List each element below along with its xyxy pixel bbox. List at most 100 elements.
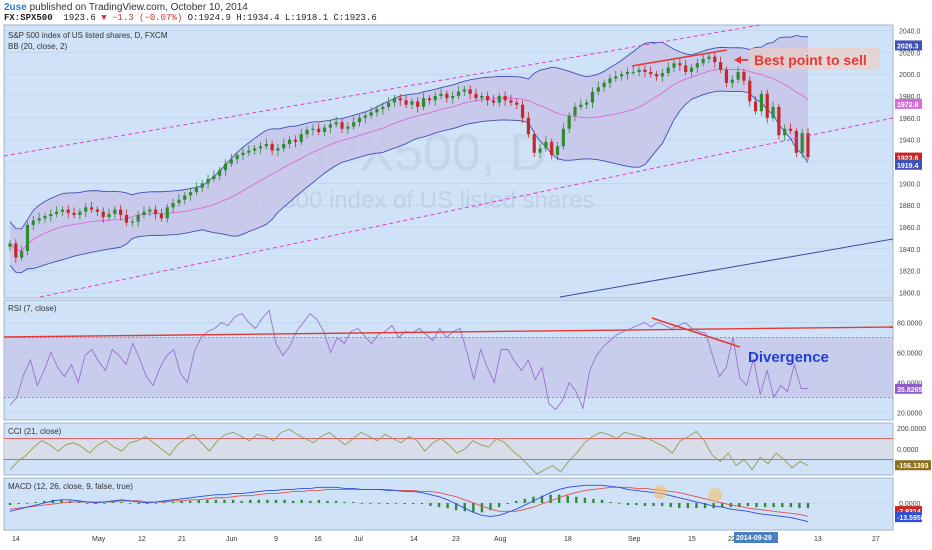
candle-body — [561, 128, 565, 147]
candle-body — [311, 128, 315, 130]
low-value: L:1918.1 — [284, 13, 329, 23]
candle-body — [783, 128, 787, 136]
candle-body — [95, 209, 99, 212]
macd-histogram-bar — [326, 500, 329, 503]
candle-body — [439, 93, 443, 96]
candle-body — [451, 95, 455, 99]
macd-histogram-bar — [738, 502, 741, 508]
candle-body — [107, 213, 111, 218]
candle-body — [445, 93, 449, 99]
macd-histogram-bar — [763, 502, 767, 508]
macd-histogram-bar — [472, 502, 475, 513]
cci-tick-label: 0.0000 — [897, 447, 919, 454]
candle-body — [183, 195, 187, 200]
candle-body — [416, 101, 420, 107]
macd-histogram-bar — [146, 502, 149, 504]
candle-body — [713, 56, 717, 63]
candle-body — [672, 63, 676, 68]
macd-histogram-bar — [781, 502, 784, 508]
open-value: O:1924.9 — [187, 13, 231, 23]
candle-body — [317, 128, 321, 133]
macd-histogram-bar — [755, 502, 758, 508]
price-high-trendline — [631, 49, 728, 67]
candle-body — [404, 100, 408, 105]
candle-body — [387, 102, 391, 107]
candle-body — [474, 93, 478, 99]
macd-histogram-bar — [497, 502, 501, 508]
macd-histogram-bar — [652, 502, 655, 507]
candle-body — [771, 106, 775, 118]
author-name[interactable]: 2use — [4, 2, 27, 13]
candle-body — [421, 98, 426, 107]
candle-body — [660, 73, 664, 77]
candle-body — [8, 243, 12, 247]
macd-histogram-bar — [678, 502, 681, 509]
candle-body — [14, 243, 18, 258]
time-tick-label: 14 — [410, 536, 418, 543]
macd-histogram-bar — [429, 502, 432, 507]
time-tick-label: 16 — [314, 536, 322, 543]
macd-highlight-marker — [653, 485, 667, 499]
candle-body — [433, 95, 437, 101]
candle-body — [148, 209, 152, 212]
signal-axis-tag-label: -13.5958 — [897, 515, 925, 522]
candle-body — [777, 106, 781, 136]
price-tick-label: 2040.0 — [899, 28, 921, 35]
macd-histogram-bar — [798, 502, 801, 509]
macd-histogram-bar — [600, 499, 604, 503]
cci-band-fill — [4, 438, 893, 460]
candle-body — [124, 215, 129, 223]
symbol[interactable]: FX:SPX500 — [4, 13, 53, 23]
macd-histogram-bar — [8, 502, 12, 506]
macd-histogram-bar — [557, 494, 561, 503]
candle-body — [188, 192, 193, 196]
macd-tick-label: 0.0000 — [899, 501, 921, 508]
time-tick-label: 21 — [178, 536, 186, 543]
rsi-panel-title: RSI (7, close) — [8, 304, 57, 313]
macd-histogram-bar — [592, 498, 595, 503]
macd-histogram-bar — [412, 502, 415, 504]
candle-body — [89, 207, 94, 210]
bollinger-upper-line — [9, 34, 809, 230]
macd-histogram-bar — [686, 502, 690, 509]
macd-panel-title: MACD (12, 26, close, 9, false, true) — [8, 482, 133, 491]
macd-histogram-bar — [352, 501, 355, 503]
price-axis-tag — [895, 152, 922, 163]
macd-histogram-bar — [188, 500, 192, 503]
macd-histogram-bar — [394, 502, 398, 504]
macd-histogram-bar — [489, 502, 492, 511]
candle-body — [684, 65, 688, 72]
candle-body — [130, 221, 134, 223]
macd-histogram-bar — [703, 502, 707, 509]
time-tick-label: 15 — [688, 536, 696, 543]
macd-histogram-bar — [300, 499, 303, 503]
candle-body — [247, 150, 251, 153]
macd-histogram-bar — [369, 502, 372, 504]
macd-histogram-bar — [51, 499, 55, 503]
candle-body — [637, 69, 641, 72]
time-tick-label: 12 — [138, 536, 146, 543]
cci-line — [9, 428, 809, 475]
time-tick-label: Jul — [354, 536, 363, 543]
time-tick-label: 14 — [12, 536, 20, 543]
divergence-annotation: Divergence — [748, 349, 829, 366]
candle-body — [31, 220, 35, 225]
candle-body — [526, 117, 531, 135]
candle-body — [84, 207, 88, 212]
price-tick-label: 1940.0 — [899, 138, 921, 145]
candle-body — [375, 109, 379, 113]
bollinger-band-fill — [10, 35, 808, 273]
macd-histogram-bar — [720, 502, 724, 508]
candle-body — [486, 95, 490, 101]
macd-histogram-bar — [454, 502, 458, 511]
macd-histogram-bar — [103, 502, 106, 504]
macd-histogram-bar — [463, 502, 466, 512]
macd-histogram-bar — [266, 499, 269, 503]
last-price: 1923.6 — [63, 13, 96, 23]
time-tick-label: 18 — [564, 536, 572, 543]
macd-histogram-bar — [223, 499, 226, 503]
macd-line — [9, 484, 809, 523]
macd-highlight-marker — [708, 488, 722, 502]
candle-body — [352, 122, 356, 127]
